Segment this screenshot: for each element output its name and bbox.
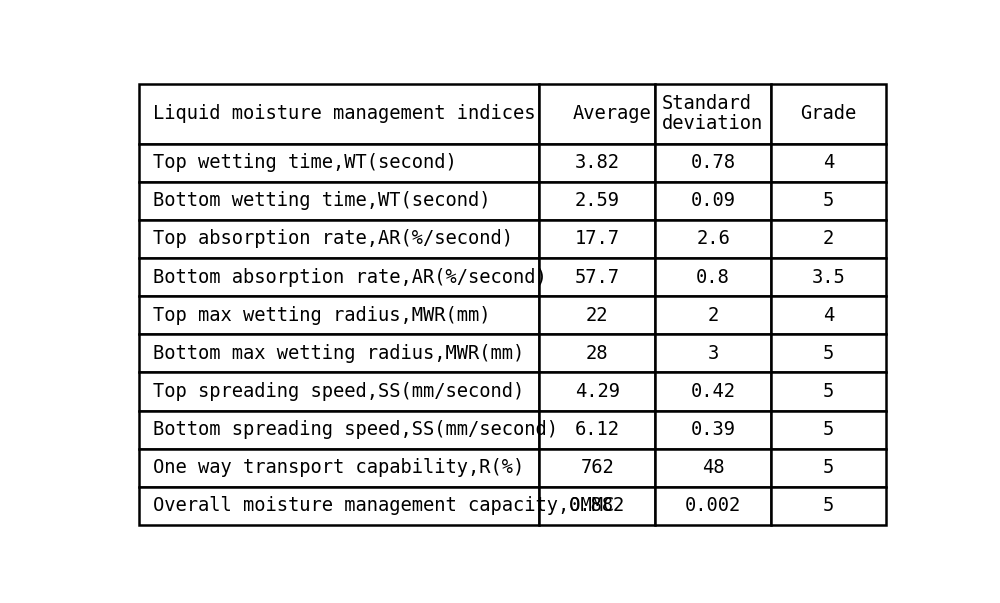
Text: One way transport capability,R(%): One way transport capability,R(%) [153, 458, 524, 478]
Text: 57.7: 57.7 [575, 268, 620, 286]
Bar [139, 411, 539, 449]
Text: 28: 28 [586, 344, 609, 363]
Text: 2: 2 [823, 229, 834, 248]
Text: 5: 5 [823, 496, 834, 516]
Text: 0.09: 0.09 [691, 191, 736, 210]
Bar [655, 144, 771, 182]
Bar [139, 144, 539, 182]
Bar [771, 258, 886, 296]
Bar [771, 373, 886, 411]
Text: 0.39: 0.39 [691, 420, 736, 439]
Bar [139, 334, 539, 373]
Text: 0.002: 0.002 [685, 496, 741, 516]
Bar [655, 220, 771, 258]
Text: 17.7: 17.7 [575, 229, 620, 248]
Bar [655, 296, 771, 334]
Bar [139, 220, 539, 258]
Bar [771, 84, 886, 144]
Bar [539, 144, 655, 182]
Bar [539, 334, 655, 373]
Bar [139, 84, 539, 144]
Bar [655, 84, 771, 144]
Text: Liquid moisture management indices: Liquid moisture management indices [153, 104, 535, 123]
Text: Top wetting time,WT(second): Top wetting time,WT(second) [153, 153, 457, 172]
Bar [771, 411, 886, 449]
Bar [139, 487, 539, 525]
Text: 3.5: 3.5 [812, 268, 845, 286]
Bar [139, 296, 539, 334]
Text: deviation: deviation [661, 115, 763, 133]
Text: 4.29: 4.29 [575, 382, 620, 401]
Bar [539, 182, 655, 220]
Bar [655, 449, 771, 487]
Text: 5: 5 [823, 458, 834, 478]
Text: Top spreading speed,SS(mm/second): Top spreading speed,SS(mm/second) [153, 382, 524, 401]
Bar [655, 373, 771, 411]
Text: 2.6: 2.6 [696, 229, 730, 248]
Bar [771, 334, 886, 373]
Bar [539, 220, 655, 258]
Bar [655, 411, 771, 449]
Text: Average: Average [573, 104, 651, 123]
Bar [655, 487, 771, 525]
Text: 5: 5 [823, 420, 834, 439]
Text: Standard: Standard [661, 94, 751, 113]
Text: Grade: Grade [800, 104, 857, 123]
Bar [771, 449, 886, 487]
Bar [539, 373, 655, 411]
Bar [655, 334, 771, 373]
Text: 2: 2 [707, 306, 719, 324]
Bar [771, 182, 886, 220]
Bar [139, 373, 539, 411]
Bar [139, 258, 539, 296]
Text: 48: 48 [702, 458, 724, 478]
Text: 22: 22 [586, 306, 609, 324]
Text: Bottom spreading speed,SS(mm/second): Bottom spreading speed,SS(mm/second) [153, 420, 558, 439]
Bar [139, 182, 539, 220]
Text: 0.8: 0.8 [696, 268, 730, 286]
Text: Bottom wetting time,WT(second): Bottom wetting time,WT(second) [153, 191, 490, 210]
Bar [539, 411, 655, 449]
Text: Bottom max wetting radius,MWR(mm): Bottom max wetting radius,MWR(mm) [153, 344, 524, 363]
Text: 4: 4 [823, 153, 834, 172]
Text: 0.42: 0.42 [691, 382, 736, 401]
Text: Bottom absorption rate,AR(%/second): Bottom absorption rate,AR(%/second) [153, 268, 547, 286]
Text: Top absorption rate,AR(%/second): Top absorption rate,AR(%/second) [153, 229, 513, 248]
Text: 3: 3 [707, 344, 719, 363]
Bar [539, 449, 655, 487]
Bar [539, 487, 655, 525]
Text: 5: 5 [823, 191, 834, 210]
Text: 0.882: 0.882 [569, 496, 625, 516]
Text: 2.59: 2.59 [575, 191, 620, 210]
Bar [771, 144, 886, 182]
Bar [771, 220, 886, 258]
Text: 4: 4 [823, 306, 834, 324]
Bar [771, 487, 886, 525]
Bar [539, 258, 655, 296]
Text: 5: 5 [823, 382, 834, 401]
Bar [771, 296, 886, 334]
Bar [539, 84, 655, 144]
Text: 0.78: 0.78 [691, 153, 736, 172]
Text: 6.12: 6.12 [575, 420, 620, 439]
Bar [655, 258, 771, 296]
Text: 3.82: 3.82 [575, 153, 620, 172]
Bar [655, 182, 771, 220]
Text: Overall moisture management capacity,OMMC: Overall moisture management capacity,OMM… [153, 496, 614, 516]
Bar [539, 296, 655, 334]
Bar [139, 449, 539, 487]
Text: Top max wetting radius,MWR(mm): Top max wetting radius,MWR(mm) [153, 306, 490, 324]
Text: 762: 762 [580, 458, 614, 478]
Text: 5: 5 [823, 344, 834, 363]
